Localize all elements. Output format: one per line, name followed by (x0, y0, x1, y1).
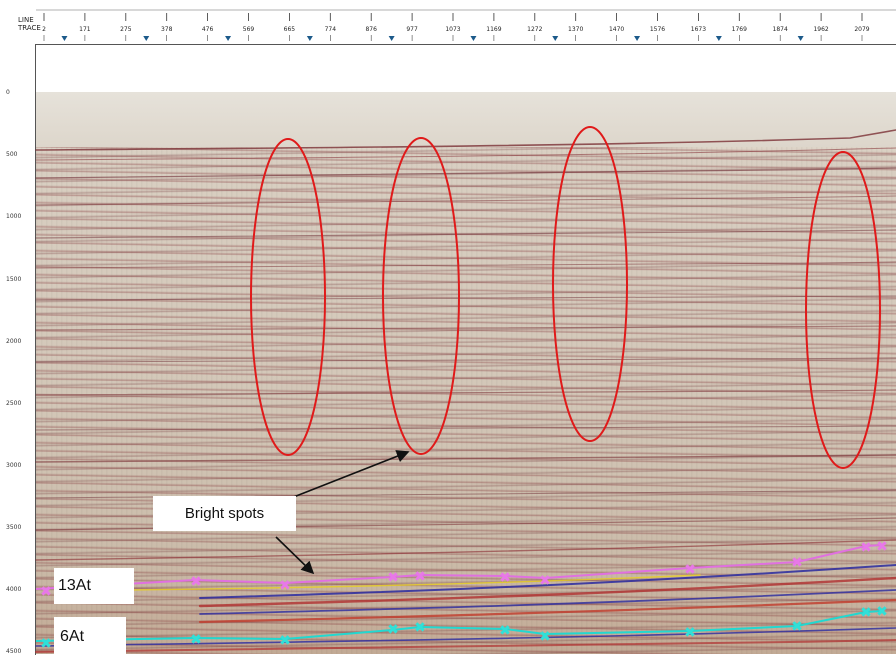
pick-marker: ✖ (860, 540, 872, 556)
well-marker (715, 36, 722, 41)
well-marker (797, 36, 804, 41)
trace-number: 1962 (813, 26, 828, 33)
pick-marker: ✖ (279, 578, 291, 594)
well-marker (225, 36, 232, 41)
pick-marker: ✖ (387, 570, 399, 586)
trace-number: 876 (365, 26, 377, 33)
trace-number: 476 (202, 26, 214, 33)
horizon-13at-picks: ✖ ✖ ✖ ✖ ✖ ✖ ✖ ✖ ✖ ✖ ✖ (40, 539, 888, 600)
depth-tick: 4000 (6, 586, 22, 593)
pick-marker: ✖ (539, 629, 551, 645)
pick-marker: ✖ (876, 604, 888, 620)
trace-number: 977 (406, 26, 418, 33)
trace-number: 1073 (445, 26, 460, 33)
pick-marker: ✖ (190, 574, 202, 590)
arrow-to-ellipse (285, 450, 410, 501)
pick-marker: ✖ (279, 633, 291, 649)
trace-number: 1272 (527, 26, 542, 33)
trace-number: 2079 (854, 26, 869, 33)
bright-spot-ellipse-4 (805, 151, 881, 469)
trace-row-label: TRACE (18, 24, 41, 32)
depth-tick: 0 (6, 89, 10, 96)
horizon-13at-line (35, 544, 883, 590)
seismic-section (36, 92, 896, 657)
trace-number: 1576 (650, 26, 665, 33)
depth-tick: 500 (6, 151, 18, 158)
pick-marker: ✖ (414, 620, 426, 636)
pick-marker: ✖ (40, 636, 52, 652)
bottom-margin (36, 654, 896, 659)
trace-number: 1370 (568, 26, 583, 33)
pick-marker: ✖ (860, 605, 872, 621)
bright-spot-ellipse-3 (552, 126, 628, 442)
trace-number: 1470 (609, 26, 624, 33)
depth-tick: 2500 (6, 400, 22, 407)
pick-marker: ✖ (499, 623, 511, 639)
pick-marker: ✖ (876, 539, 888, 555)
trace-number: 1673 (691, 26, 706, 33)
pick-marker: ✖ (387, 622, 399, 638)
pick-marker: ✖ (791, 555, 803, 571)
well-marker (552, 36, 559, 41)
trace-ruler: 2 171 275 378 476 569 665 774 876 977 1073 1169 1272… (36, 9, 896, 41)
trace-number: 665 (284, 26, 296, 33)
line-row-label: LINE (18, 16, 34, 24)
trace-number: 275 (120, 26, 132, 33)
trace-number: 774 (325, 26, 337, 33)
bright-spot-ellipse-2 (382, 137, 460, 455)
well-marker (634, 36, 641, 41)
trace-header: 2 171 275 378 476 569 665 774 876 977 1073 1169 1272… (0, 0, 896, 44)
well-marker (61, 36, 68, 41)
pick-marker: ✖ (791, 619, 803, 635)
pick-marker: ✖ (539, 573, 551, 589)
depth-tick: 1000 (6, 213, 22, 220)
well-marker (388, 36, 395, 41)
pick-marker: ✖ (684, 625, 696, 641)
horizon-6at-picks: ✖ ✖ ✖ ✖ ✖ ✖ ✖ ✖ ✖ ✖ ✖ (40, 604, 888, 652)
section-frame (35, 44, 896, 655)
horizon-13at-label: 13At (54, 568, 134, 604)
bright-spot-ellipses (250, 126, 881, 469)
depth-tick: 2000 (6, 338, 22, 345)
horizon-6at-label: 6At (54, 617, 126, 657)
trace-number: 2 (42, 26, 46, 33)
trace-number: 378 (161, 26, 173, 33)
bright-spot-ellipse-1 (250, 138, 326, 456)
pick-marker: ✖ (40, 584, 52, 600)
depth-tick: 3500 (6, 524, 22, 531)
well-marker (470, 36, 477, 41)
reflectors (35, 129, 896, 653)
depth-tick: 1500 (6, 276, 22, 283)
bright-spots-label: Bright spots (153, 496, 296, 531)
trace-number: 569 (243, 26, 255, 33)
pick-marker: ✖ (414, 569, 426, 585)
well-marker (143, 36, 150, 41)
well-marker (306, 36, 313, 41)
trace-number: 1169 (486, 26, 501, 33)
trace-number: 171 (79, 26, 91, 33)
horizon-6at-line (35, 610, 883, 642)
pick-marker: ✖ (684, 562, 696, 578)
pick-marker: ✖ (190, 632, 202, 648)
trace-number: 1769 (732, 26, 747, 33)
section-shallow-zone (36, 92, 896, 147)
depth-tick: 3000 (6, 462, 22, 469)
trace-number: 1874 (773, 26, 788, 33)
arrow-to-horizon (275, 536, 315, 575)
depth-tick: 4500 (6, 648, 22, 655)
pick-marker: ✖ (499, 570, 511, 586)
